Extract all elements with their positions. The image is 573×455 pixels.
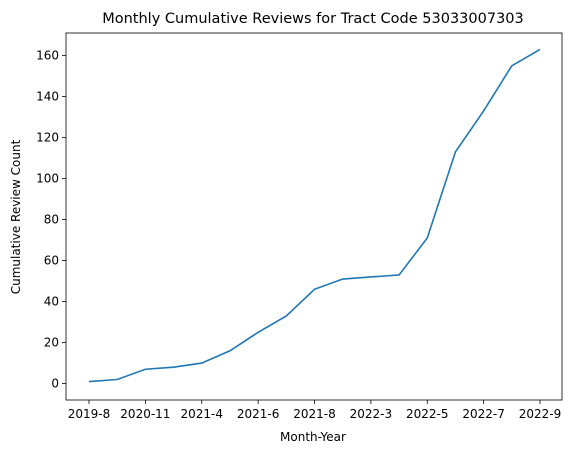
- plot-area: [65, 32, 563, 401]
- x-tick-label: 2022-5: [406, 407, 449, 421]
- y-tick-label: 100: [36, 172, 59, 186]
- y-tick-label: 60: [44, 254, 59, 268]
- x-tick-label: 2021-4: [180, 407, 223, 421]
- series-line: [88, 48, 541, 383]
- y-tick-label: 40: [44, 295, 59, 309]
- x-tick-label: 2021-8: [293, 407, 336, 421]
- y-axis-label: Cumulative Review Count: [9, 139, 23, 294]
- y-tick-label: 160: [36, 49, 59, 63]
- x-axis-label: Month-Year: [280, 430, 346, 444]
- x-tick-label: 2022-3: [350, 407, 393, 421]
- y-tick-label: 140: [36, 90, 59, 104]
- y-tick-label: 80: [44, 213, 59, 227]
- x-tick-label: 2019-8: [68, 407, 111, 421]
- x-tick-label: 2020-11: [120, 407, 170, 421]
- y-tick-label: 120: [36, 131, 59, 145]
- x-tick-label: 2021-6: [237, 407, 280, 421]
- x-tick-label: 2022-7: [462, 407, 505, 421]
- y-axis: 0 20 40 60 80 100 120 140 160: [36, 49, 66, 391]
- x-axis: 2019-8 2020-11 2021-4 2021-6 2021-8 2022-3 202…: [68, 400, 562, 421]
- y-tick-label: 20: [44, 336, 59, 350]
- x-tick-label: 2022-9: [519, 407, 562, 421]
- y-tick-label: 0: [51, 377, 59, 391]
- chart-title: Monthly Cumulative Reviews for Tract Cod…: [102, 11, 524, 27]
